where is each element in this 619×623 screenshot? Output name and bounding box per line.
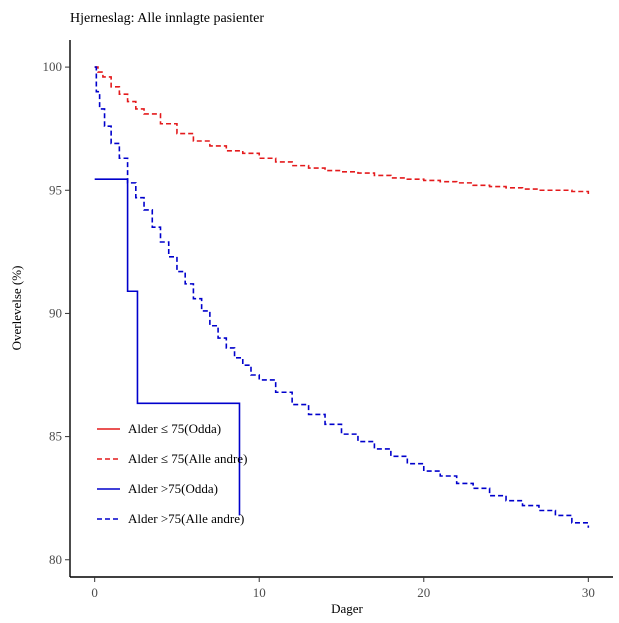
legend: Alder ≤ 75(Odda) Alder ≤ 75(Alle andre) Al… — [97, 421, 247, 526]
x-tick-label-30: 30 — [582, 585, 595, 600]
chart-title: Hjerneslag: Alle innlagte pasienter — [70, 11, 264, 26]
y-tick-label-90: 90 — [49, 305, 62, 320]
plot-lines — [94, 66, 590, 528]
legend-label-0: Alder ≤ 75(Odda) — [128, 421, 221, 436]
series-line-1 — [94, 66, 590, 194]
y-tick-label-95: 95 — [49, 182, 62, 197]
y-tick-label-85: 85 — [49, 429, 62, 444]
y-tick-label-100: 100 — [43, 59, 63, 74]
legend-label-3: Alder >75(Alle andre) — [128, 511, 244, 526]
x-tick-label-20: 20 — [417, 585, 430, 600]
series-line-3 — [94, 66, 590, 528]
y-tick-label-80: 80 — [49, 552, 62, 567]
legend-label-2: Alder >75(Odda) — [128, 481, 218, 496]
legend-label-1: Alder ≤ 75(Alle andre) — [128, 451, 247, 466]
x-axis-ticks: 0 10 20 30 — [91, 577, 595, 600]
x-tick-label-0: 0 — [91, 585, 98, 600]
x-axis-label: Dager — [331, 601, 363, 616]
y-axis-ticks: 80 85 90 95 100 — [43, 59, 70, 567]
y-axis-label: Overlevelse (%) — [9, 266, 24, 351]
x-tick-label-10: 10 — [253, 585, 266, 600]
